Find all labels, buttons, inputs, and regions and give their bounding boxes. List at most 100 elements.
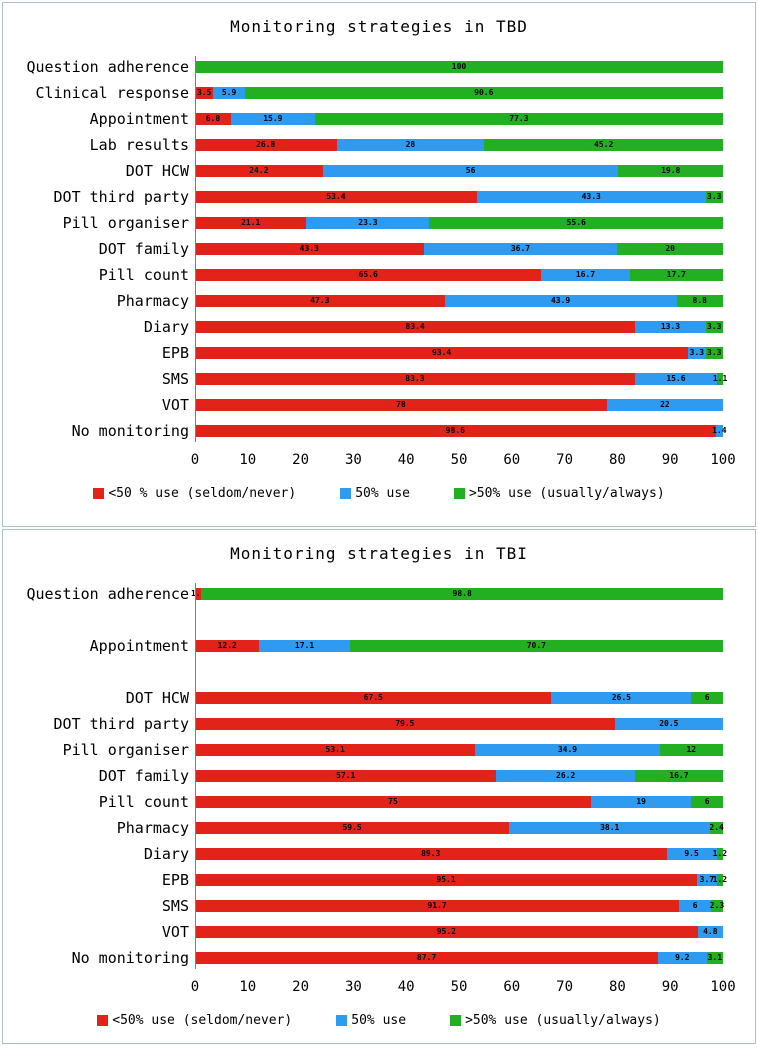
bar-track: 53.1 34.9 12 bbox=[195, 744, 723, 756]
x-tick-label: 60 bbox=[503, 979, 521, 995]
segment-value-label: 1.4 bbox=[712, 426, 727, 435]
bar-segment-green: 6 bbox=[691, 796, 723, 808]
segment-value-label: 20 bbox=[665, 244, 675, 253]
bar-row: SMS 91.7 6 2.3 bbox=[3, 893, 755, 919]
x-tick-label: 70 bbox=[556, 979, 574, 995]
bar-row: EPB 95.1 3.7 1.2 bbox=[3, 867, 755, 893]
bar-segment-blue: 20.5 bbox=[614, 718, 723, 730]
segment-value-label: 95.2 bbox=[436, 927, 456, 936]
category-label: Pill organiser bbox=[62, 214, 189, 232]
bar-segment-blue: 38.1 bbox=[509, 822, 711, 834]
legend-label: <50 % use (seldom/never) bbox=[108, 486, 297, 501]
segment-value-label: 15.9 bbox=[263, 114, 283, 123]
bar-track: 12.2 17.1 70.7 bbox=[195, 640, 723, 652]
bar-segment-green: 2.4 bbox=[709, 822, 724, 834]
bar-track: 78 22 bbox=[195, 399, 723, 411]
bar-segment-green: 98.8 bbox=[201, 588, 723, 600]
bar-track: 79.5 20.5 bbox=[195, 718, 723, 730]
x-tick-label: 70 bbox=[556, 452, 574, 468]
bar-track: 65.6 16.7 17.7 bbox=[195, 269, 723, 281]
segment-value-label: 3.3 bbox=[689, 348, 705, 357]
bar-track: 95.1 3.7 1.2 bbox=[195, 874, 727, 886]
segment-value-label: 17.1 bbox=[294, 641, 315, 650]
bar-segment-blue: 43.3 bbox=[476, 191, 706, 203]
segment-value-label: 1.2 bbox=[712, 849, 728, 858]
bar-track: 83.3 15.6 1.1 bbox=[195, 373, 727, 385]
bar-segment-red: 53.1 bbox=[195, 744, 476, 756]
bar-segment-blue: 23.3 bbox=[306, 217, 430, 229]
bar-track: 83.4 13.3 3.3 bbox=[195, 321, 723, 333]
bar-segment-red: 59.5 bbox=[195, 822, 510, 834]
segment-value-label: 5.9 bbox=[221, 88, 237, 97]
segment-value-label: 3.1 bbox=[707, 953, 723, 962]
segment-value-label: 43.3 bbox=[581, 192, 601, 201]
bar-segment-red: 47.3 bbox=[195, 295, 445, 307]
bar-segment-blue: 15.9 bbox=[230, 113, 315, 125]
bar-track: 3.5 5.9 90.6 bbox=[195, 87, 723, 99]
bar-segment-green: 6 bbox=[691, 692, 723, 704]
bar-row: Pharmacy 47.3 43.9 8.8 bbox=[3, 288, 755, 314]
segment-value-label: 87.7 bbox=[416, 953, 437, 962]
bar-row: Pill count 65.6 16.7 17.7 bbox=[3, 262, 755, 288]
segment-value-label: 83.4 bbox=[405, 322, 425, 331]
category-label: DOT HCW bbox=[125, 689, 189, 707]
segment-value-label: 89.3 bbox=[421, 849, 441, 858]
segment-value-label: 56 bbox=[465, 166, 476, 175]
bar-segment-red: 93.4 bbox=[195, 347, 689, 359]
x-tick-label: 90 bbox=[661, 979, 679, 995]
bar-segment-green: 1.1 bbox=[713, 373, 727, 385]
bar-segment-red: 89.3 bbox=[195, 848, 667, 860]
bar-segment-red: 57.1 bbox=[195, 770, 497, 782]
category-label: SMS bbox=[161, 897, 189, 915]
bar-segment-green: 1.2 bbox=[713, 848, 727, 860]
segment-value-label: 3.3 bbox=[707, 322, 722, 331]
bar-row: DOT HCW 24.2 56 19.8 bbox=[3, 158, 755, 184]
segment-value-label: 65.6 bbox=[358, 270, 378, 279]
segment-value-label: 8.8 bbox=[692, 296, 707, 305]
x-tick-label: 100 bbox=[710, 979, 736, 995]
segment-value-label: 95.1 bbox=[436, 875, 456, 884]
category-label: Appointment bbox=[89, 637, 189, 655]
segment-value-label: 83.3 bbox=[405, 374, 425, 383]
category-label: DOT third party bbox=[53, 188, 189, 206]
segment-value-label: 6.8 bbox=[205, 114, 221, 123]
bar-segment-blue: 34.9 bbox=[475, 744, 660, 756]
bar-segment-green: 45.2 bbox=[484, 139, 723, 151]
category-label: EPB bbox=[161, 344, 189, 362]
bar-track: 24.2 56 19.8 bbox=[195, 165, 723, 177]
segment-value-label: 1.2 bbox=[712, 875, 728, 884]
legend-swatch-green bbox=[453, 488, 465, 499]
bar-segment-red: 79.5 bbox=[195, 718, 615, 730]
bar-segment-red: 26.8 bbox=[195, 139, 337, 151]
bar-track: 98.6 1.4 bbox=[195, 425, 727, 437]
bar-segment-red: 53.4 bbox=[195, 191, 477, 203]
segment-value-label: 12.2 bbox=[217, 641, 237, 650]
segment-value-label: 77.3 bbox=[509, 114, 529, 123]
x-tick-label: 80 bbox=[608, 452, 626, 468]
bar-segment-green: 19.8 bbox=[618, 165, 723, 177]
segment-value-label: 6 bbox=[692, 901, 698, 910]
segment-value-label: 6 bbox=[704, 797, 710, 806]
segment-value-label: 16.7 bbox=[575, 270, 596, 279]
bar-track bbox=[195, 614, 723, 626]
bar-segment-red: 6.8 bbox=[195, 113, 231, 125]
legend-label: >50% use (usually/always) bbox=[465, 1013, 661, 1028]
segment-value-label: 6 bbox=[704, 693, 710, 702]
segment-value-label: 26.8 bbox=[256, 140, 276, 149]
x-tick-label: 30 bbox=[344, 452, 362, 468]
x-tick-label: 90 bbox=[661, 452, 679, 468]
bar-row: VOT 95.2 4.8 bbox=[3, 919, 755, 945]
bar-segment-green: 12 bbox=[659, 744, 723, 756]
x-tick-label: 20 bbox=[292, 452, 310, 468]
segment-value-label: 19 bbox=[636, 797, 646, 806]
legend-item: 50% use bbox=[340, 486, 410, 501]
legend-tbd: <50 % use (seldom/never) 50% use >50% use … bbox=[3, 486, 755, 501]
bar-track: 47.3 43.9 8.8 bbox=[195, 295, 723, 307]
bar-segment-blue: 56 bbox=[322, 165, 619, 177]
bar-segment-red: 12.2 bbox=[195, 640, 260, 652]
legend-swatch-red bbox=[93, 488, 105, 499]
segment-value-label: 16.7 bbox=[669, 771, 689, 780]
bar-segment-green: 90.6 bbox=[244, 87, 723, 99]
bar-segment-red: 65.6 bbox=[195, 269, 542, 281]
bar-row: EPB 93.4 3.3 3.3 bbox=[3, 340, 755, 366]
